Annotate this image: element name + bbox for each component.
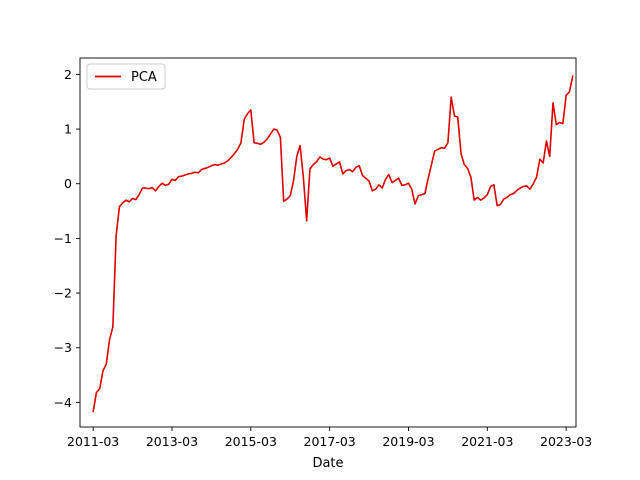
x-tick-label-5: 2021-03 bbox=[461, 434, 513, 449]
y-tick-label-4: 0 bbox=[64, 176, 72, 191]
plot-area bbox=[92, 75, 574, 413]
y-tick-label-1: −3 bbox=[54, 340, 72, 355]
y-tick-label-0: −4 bbox=[54, 395, 72, 410]
y-tick-label-5: 1 bbox=[64, 122, 72, 137]
x-axis-label: Date bbox=[312, 456, 343, 471]
axes-frame bbox=[79, 57, 577, 428]
axes: 2011-03 2013-03 2015-03 2017-03 2019-03 2021-… bbox=[54, 57, 592, 449]
x-tick-label-4: 2019-03 bbox=[382, 434, 434, 449]
x-tick-label-3: 2017-03 bbox=[304, 434, 356, 449]
y-tick-label-3: −1 bbox=[54, 231, 72, 246]
legend-box bbox=[86, 63, 166, 90]
series-line-0 bbox=[92, 75, 574, 413]
legend-label-0: PCA bbox=[131, 70, 157, 85]
x-tick-label-6: 2023-03 bbox=[540, 434, 592, 449]
y-tick-label-2: −2 bbox=[54, 286, 72, 301]
y-tick-label-6: 2 bbox=[64, 67, 72, 82]
x-tick-label-2: 2015-03 bbox=[225, 434, 277, 449]
x-tick-label-1: 2013-03 bbox=[146, 434, 198, 449]
legend: PCA bbox=[86, 63, 166, 90]
x-tick-label-0: 2011-03 bbox=[67, 434, 119, 449]
